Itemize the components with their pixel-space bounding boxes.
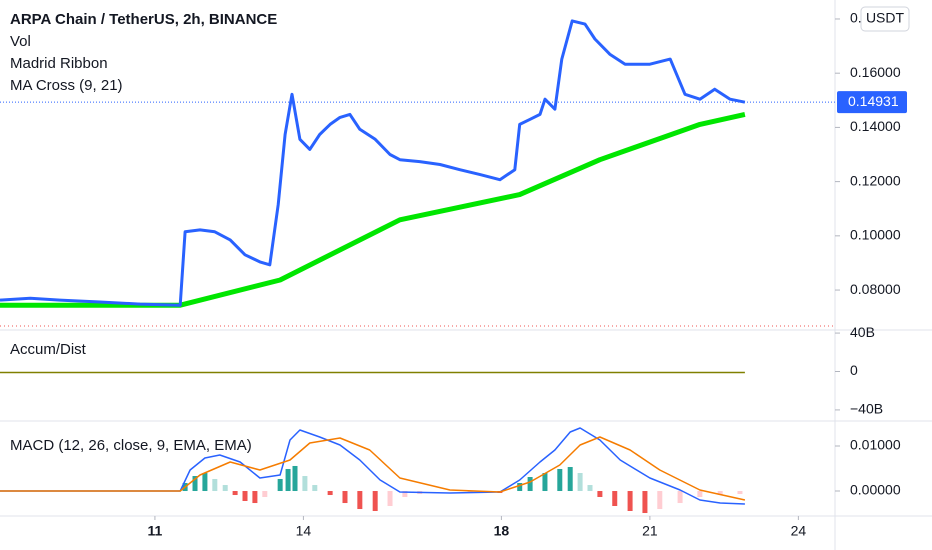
histogram-bar — [232, 491, 238, 496]
histogram-bar — [252, 491, 258, 504]
series-line — [0, 427, 745, 505]
currency-box — [860, 6, 910, 32]
pane-title: ARPA Chain / TetherUS, 2h, BINANCE — [10, 11, 277, 28]
x-tick-label: 21 — [642, 523, 658, 539]
y-tick-label: 0 — [850, 362, 858, 378]
histogram-bar — [277, 478, 283, 492]
histogram-bar — [567, 467, 573, 492]
series-line — [0, 19, 746, 307]
histogram-bar — [737, 491, 743, 495]
x-tick-label: 14 — [296, 523, 312, 539]
histogram-bar — [657, 491, 663, 510]
histogram-bar — [402, 491, 408, 497]
pane-title: MACD (12, 26, close, 9, EMA, EMA) — [10, 437, 252, 454]
y-tick-label: 40B — [850, 324, 875, 340]
x-tick-label: 24 — [791, 523, 807, 539]
histogram-bar — [517, 482, 523, 492]
y-tick-label: 0.08000 — [850, 281, 901, 297]
indicator-label: Vol — [10, 33, 31, 50]
histogram-bar — [597, 491, 603, 497]
indicator-label: MA Cross (9, 21) — [10, 77, 123, 94]
y-tick-label: 0.00000 — [850, 482, 901, 498]
currency-label[interactable]: USDT — [866, 10, 905, 26]
pane-title: Accum/Dist — [10, 341, 87, 358]
histogram-bar — [262, 491, 268, 497]
series-line — [0, 111, 746, 308]
histogram-bar — [192, 476, 198, 492]
histogram-bar — [612, 491, 618, 506]
histogram-bar — [642, 491, 648, 514]
histogram-bar — [285, 468, 291, 492]
last-price-box — [837, 91, 907, 114]
y-tick-label: 0.01000 — [850, 437, 901, 453]
histogram-bar — [557, 468, 563, 492]
histogram-bar — [527, 477, 533, 492]
histogram-bar — [677, 491, 683, 504]
histogram-bar — [357, 491, 363, 510]
histogram-bar — [717, 491, 723, 496]
y-tick-label: 0.14000 — [850, 118, 901, 134]
histogram-bar — [312, 485, 318, 492]
histogram-bar — [327, 491, 333, 496]
histogram-bar — [372, 491, 378, 511]
histogram-bar — [222, 485, 228, 492]
indicator-label: Madrid Ribbon — [10, 55, 108, 72]
y-tick-label: 0.16000 — [850, 64, 901, 80]
histogram-bar — [202, 473, 208, 492]
histogram-bar — [342, 491, 348, 504]
histogram-bar — [627, 491, 633, 511]
histogram-bar — [242, 491, 248, 502]
histogram-bar — [212, 478, 218, 492]
histogram-bar — [302, 476, 308, 492]
y-tick-label: 0.12000 — [850, 172, 901, 188]
x-tick-label: 18 — [494, 523, 510, 539]
y-tick-label: −40B — [850, 401, 883, 417]
histogram-bar — [542, 473, 548, 492]
histogram-bar — [587, 485, 593, 492]
histogram-bar — [697, 491, 703, 497]
x-tick-label: 11 — [148, 523, 163, 539]
histogram-bar — [387, 491, 393, 506]
histogram-bar — [577, 473, 583, 492]
series-line — [0, 436, 746, 501]
last-price-label: 0.14931 — [848, 93, 899, 109]
histogram-bar — [292, 465, 298, 492]
y-tick-label: 0.10000 — [850, 227, 901, 243]
